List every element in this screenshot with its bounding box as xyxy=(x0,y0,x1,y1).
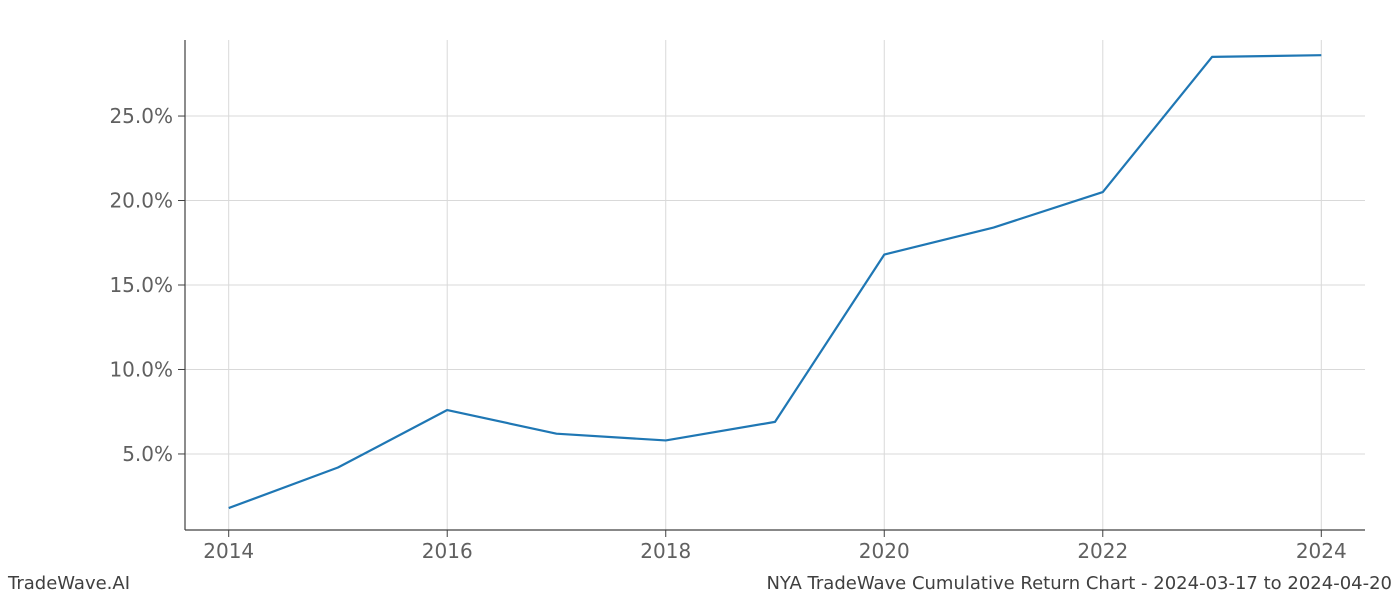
chart-background xyxy=(0,0,1400,600)
y-tick-label: 25.0% xyxy=(109,104,173,128)
footer-right-label: NYA TradeWave Cumulative Return Chart - … xyxy=(766,573,1392,594)
line-chart: 2014 2016 2018 2020 2022 2024 5.0% 10.0% 15.0% 20… xyxy=(0,0,1400,600)
y-tick-label: 15.0% xyxy=(109,273,173,297)
x-tick-label: 2018 xyxy=(640,539,691,563)
x-tick-label: 2022 xyxy=(1077,539,1128,563)
y-tick-label: 5.0% xyxy=(122,442,173,466)
x-tick-label: 2020 xyxy=(859,539,910,563)
y-tick-label: 20.0% xyxy=(109,189,173,213)
x-tick-label: 2024 xyxy=(1296,539,1347,563)
x-tick-label: 2014 xyxy=(203,539,254,563)
chart-container: 2014 2016 2018 2020 2022 2024 5.0% 10.0% 15.0% 20… xyxy=(0,0,1400,600)
y-tick-label: 10.0% xyxy=(109,357,173,381)
footer-left-label: TradeWave.AI xyxy=(8,573,130,594)
x-tick-label: 2016 xyxy=(422,539,473,563)
